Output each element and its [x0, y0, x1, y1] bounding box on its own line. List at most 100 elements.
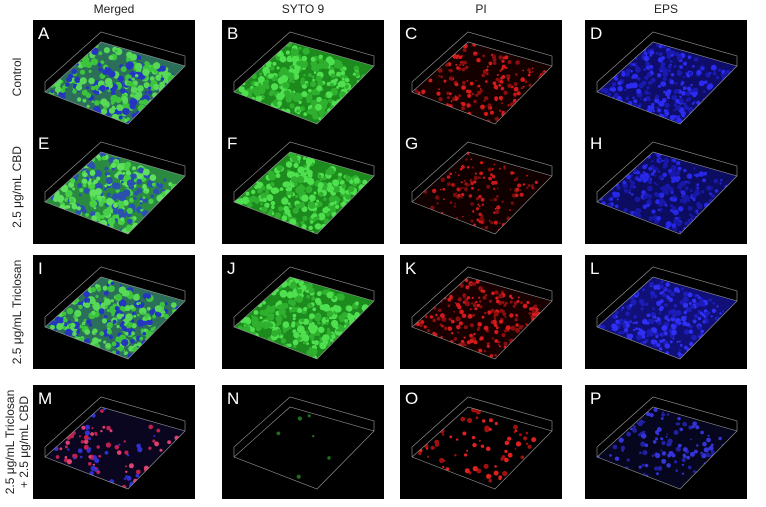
texture-dot [336, 197, 341, 202]
texture-dot [110, 299, 114, 303]
texture-dot [79, 435, 81, 438]
texture-dot [707, 311, 711, 315]
texture-dot [673, 89, 678, 95]
texture-dot [269, 182, 275, 187]
texture-dot [703, 315, 707, 319]
texture-dot [656, 472, 659, 476]
row-label: Control [10, 58, 24, 97]
texture-dot [106, 112, 111, 117]
texture-dot [462, 48, 467, 52]
texture-dot [720, 73, 724, 77]
texture-dot [313, 340, 320, 346]
texture-dot [425, 315, 428, 318]
texture-dot [507, 436, 512, 441]
texture-dot [340, 70, 346, 76]
bounding-box [233, 266, 375, 327]
texture-dot [641, 433, 647, 439]
texture-dot [489, 110, 494, 115]
texture-dot [301, 194, 309, 202]
texture-dot [303, 73, 306, 77]
texture-dot [670, 309, 674, 313]
texture-dot [116, 313, 123, 320]
texture-dot [132, 293, 140, 301]
texture-dot [337, 177, 342, 182]
texture-dot [501, 75, 506, 79]
texture-dot [259, 316, 263, 320]
texture-dot [87, 93, 90, 96]
texture-dot [463, 343, 467, 347]
texture-dot [137, 447, 143, 453]
texture-dot [336, 324, 344, 332]
texture-dot [303, 169, 307, 173]
texture-dot [456, 66, 460, 70]
texture-dot [318, 192, 324, 197]
texture-dot [468, 194, 473, 198]
texture-dot [455, 316, 461, 322]
texture-dot [471, 92, 475, 96]
texture-dot [514, 318, 518, 322]
texture-dot [81, 89, 88, 96]
texture-dot [498, 55, 503, 60]
texture-dot [459, 187, 463, 191]
texture-dot [322, 207, 329, 214]
texture-dot [91, 47, 99, 56]
texture-dot [483, 463, 489, 469]
texture [414, 278, 550, 358]
texture-dot [86, 86, 90, 90]
texture-dot [79, 455, 83, 459]
texture-dot [719, 312, 722, 315]
texture-dot [132, 166, 136, 171]
texture-dot [673, 108, 676, 112]
texture-dot [513, 86, 519, 92]
texture-dot [250, 327, 255, 332]
texture-dot [292, 207, 299, 214]
texture-dot [477, 326, 481, 330]
texture [50, 152, 182, 234]
texture-dot [495, 296, 499, 300]
texture-dot [532, 311, 537, 317]
texture-dot [710, 443, 714, 447]
texture-dot [661, 413, 666, 417]
texture-dot [143, 168, 150, 176]
texture-dot [703, 90, 706, 93]
texture-dot [308, 201, 312, 205]
panel: I [33, 255, 195, 369]
texture-dot [132, 77, 135, 81]
texture-dot [307, 73, 312, 78]
texture-dot [129, 304, 135, 310]
texture-dot [644, 302, 649, 306]
texture-dot [349, 179, 354, 184]
texture-dot [678, 182, 684, 187]
texture-dot [318, 117, 321, 120]
texture-dot [254, 185, 259, 190]
texture-dot [116, 97, 122, 103]
texture-dot [531, 70, 534, 73]
texture-dot [702, 320, 706, 324]
texture-dot [310, 220, 314, 224]
texture-dot [292, 317, 296, 321]
texture-dot [318, 54, 323, 59]
texture-dot [663, 331, 668, 336]
texture-dot [122, 163, 130, 171]
texture-dot [468, 184, 471, 186]
texture-dot [480, 161, 484, 165]
texture-dot [683, 168, 687, 173]
texture-dot [494, 290, 499, 295]
texture-dot [148, 86, 152, 90]
texture-dot [305, 159, 313, 166]
texture-dot [673, 103, 677, 107]
texture-dot [86, 448, 91, 453]
panel-letter: N [227, 389, 239, 408]
texture-dot [500, 86, 505, 91]
texture-dot [261, 185, 266, 191]
texture-dot [501, 290, 504, 294]
texture-dot [525, 442, 529, 445]
texture-dot [632, 428, 637, 433]
texture-dot [279, 187, 284, 192]
texture-dot [636, 76, 641, 81]
texture-dot [77, 448, 83, 454]
texture-dot [127, 322, 133, 328]
texture-dot [646, 86, 650, 90]
texture-dot [330, 73, 336, 79]
texture-dot [336, 85, 340, 89]
